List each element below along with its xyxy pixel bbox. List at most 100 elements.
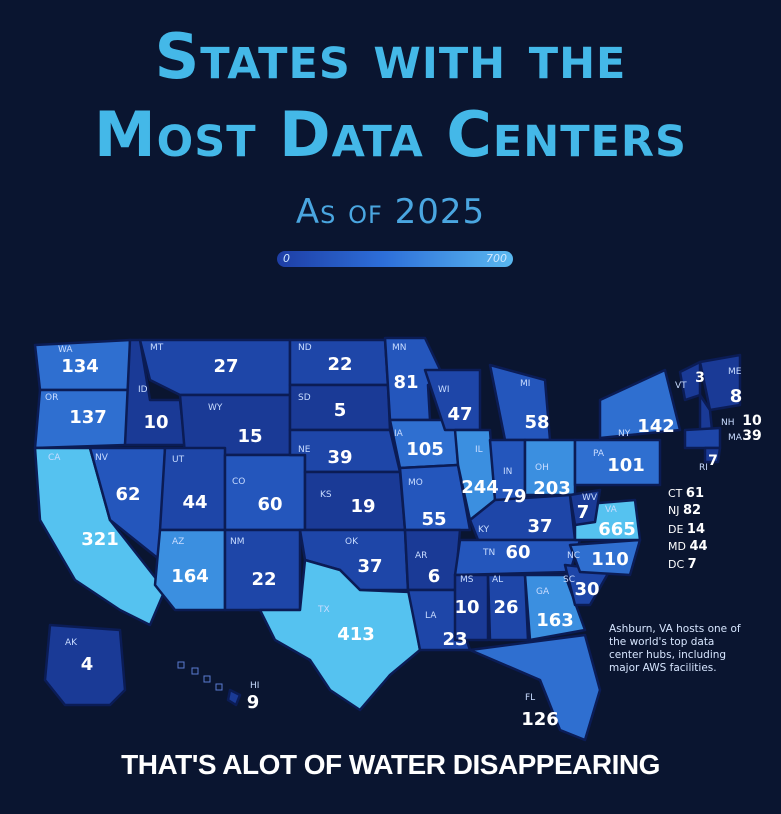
state-pa [573,438,662,487]
state-abbr-wa: WA [58,345,73,355]
state-value-wa: 134 [61,356,99,377]
state-abbr-ut: UT [172,455,185,465]
state-abbr-ia: IA [394,429,404,439]
state-value-tx: 413 [337,624,375,645]
state-label-nj: NJ 82 [668,503,701,518]
state-value-dc: 7 [688,557,697,572]
state-abbr-pa: PA [593,449,605,459]
color-scale-bar: 0 700 [277,251,513,267]
scale-max-label: 700 [486,252,507,265]
state-ut [158,446,227,532]
state-value-tn: 60 [505,542,530,563]
state-value-ne: 39 [327,447,352,468]
island-3 [215,683,223,691]
state-value-nc: 110 [591,549,629,570]
state-label-de: DE 14 [668,522,705,537]
state-value-vt: 3 [695,370,705,386]
state-abbr-ca: CA [48,453,61,463]
state-hi [226,688,242,707]
state-value-mt: 27 [213,356,238,377]
state-value-md: 44 [689,539,707,554]
state-abbr-ms: MS [460,575,474,585]
state-value-ct: 61 [686,486,704,501]
title-line-2: Most Data Centers [93,98,688,171]
state-abbr-wi: WI [438,385,450,395]
title-line-1: States with the [154,20,627,93]
state-abbr-fl: FL [525,693,535,703]
state-abbr-ar: AR [415,551,427,561]
state-value-ga: 163 [536,610,574,631]
state-me [698,353,742,412]
state-abbr-wy: WY [208,403,223,413]
state-ma [683,426,722,450]
state-value-pa: 101 [607,455,645,476]
state-value-fl: 126 [521,709,559,730]
state-value-la: 23 [442,629,467,650]
state-value-ny: 142 [637,416,675,437]
state-value-ma: 39 [742,428,761,444]
state-value-mn: 81 [393,372,418,393]
state-abbr-ky: KY [478,525,490,535]
state-abbr-vt: VT [675,381,687,391]
state-abbr-ks: KS [320,490,332,500]
scale-min-label: 0 [283,252,290,265]
state-ak [43,623,127,707]
state-value-ca: 321 [81,529,119,550]
state-value-nv: 62 [115,484,140,505]
state-abbr-ri: RI [699,463,708,473]
state-value-ar: 6 [428,566,441,587]
state-abbr-va: VA [605,505,618,515]
state-co [223,453,307,532]
state-abbr-nc: NC [567,551,580,561]
state-value-nm: 22 [251,569,276,590]
state-abbr-sc: SC [563,575,575,585]
ashburn-note: Ashburn, VA hosts one of the world's top… [609,623,741,674]
state-abbr-tn: TN [482,548,495,558]
state-value-or: 137 [69,407,107,428]
state-abbr-tx: TX [317,605,330,615]
state-abbr-nv: NV [95,453,109,463]
state-abbr-mo: MO [408,478,423,488]
state-abbr-mi: MI [520,379,530,389]
state-value-ms: 10 [454,597,479,618]
state-value-de: 14 [687,522,705,537]
state-abbr-or: OR [45,393,58,403]
state-abbr-mn: MN [392,343,407,353]
state-az [153,528,227,612]
state-abbr-wv: WV [582,493,598,503]
state-mo [398,463,472,532]
state-abbr-nd: ND [298,343,312,353]
state-value-mo: 55 [421,509,446,530]
state-abbr-ct: CT [668,487,686,500]
state-label-dc: DC 7 [668,557,697,572]
state-abbr-il: IL [475,445,483,455]
state-abbr-nh: NH [721,418,735,428]
state-value-ks: 19 [350,496,375,517]
state-abbr-ak: AK [65,638,78,648]
state-value-me: 8 [730,386,743,407]
state-abbr-sd: SD [298,393,311,403]
state-abbr-oh: OH [535,463,549,473]
state-abbr-co: CO [232,477,245,487]
state-ms [453,573,490,642]
state-abbr-ga: GA [536,587,550,597]
island-2 [203,675,211,683]
state-label-md: MD 44 [668,539,708,554]
state-ga [523,573,587,642]
state-value-nj: 82 [683,503,701,518]
state-label-ct: CT 61 [668,486,704,501]
state-ri [703,446,722,464]
state-wy [178,393,292,457]
state-value-ok: 37 [357,556,382,577]
state-value-oh: 203 [533,478,571,499]
state-al [486,573,530,642]
state-abbr-in: IN [503,467,512,477]
state-value-in: 79 [501,486,526,507]
state-value-wy: 15 [237,426,262,447]
state-abbr-nj: NJ [668,504,683,517]
state-abbr-ok: OK [345,537,359,547]
state-value-az: 164 [171,566,209,587]
state-value-va: 665 [598,519,636,540]
